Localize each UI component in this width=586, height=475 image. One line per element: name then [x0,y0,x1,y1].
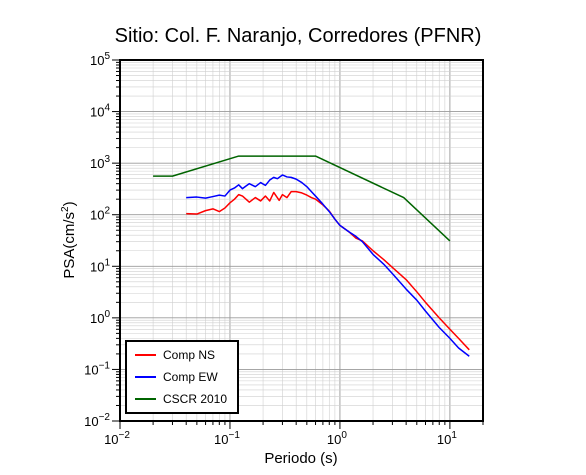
y-tick-base: 10 [84,362,98,377]
y-tick-label: 105 [90,51,110,68]
x-tick-label: 10−2 [104,430,130,447]
series-lines [153,155,470,357]
y-tick-label: 100 [90,309,110,326]
y-axis-label-close: ) [61,201,78,206]
series-line-comp-ew [186,174,470,357]
x-tick-label: 10−1 [214,430,240,447]
y-tick-label: 101 [90,257,110,274]
y-tick-label: 103 [90,154,110,171]
x-tick-labels: 10−2 10−1 100 101 [104,430,457,447]
y-tick-base: 10 [84,414,98,429]
y-tick-exponent: 3 [104,154,110,165]
legend: Comp NS Comp EW CSCR 2010 [125,340,239,414]
y-tick-base: 10 [90,259,104,274]
y-axis-label-text: PSA(cm/s [61,212,78,279]
x-tick-base: 10 [214,432,228,447]
y-tick-base: 10 [90,156,104,171]
y-tick-exponent: 5 [104,51,110,62]
x-tick-exponent: 1 [451,430,457,441]
y-tick-label: 10−1 [84,360,110,377]
y-tick-label: 10−2 [84,412,110,429]
y-tick-exponent: 4 [104,103,110,114]
x-tick-exponent: 0 [341,430,347,441]
x-tick-label: 101 [437,430,457,447]
y-tick-label: 102 [90,206,110,223]
x-tick-base: 10 [104,432,118,447]
y-tick-base: 10 [90,53,104,68]
x-tick-exponent: −2 [119,430,131,441]
y-tick-exponent: 0 [104,309,110,320]
y-tick-base: 10 [90,311,104,326]
x-tick-exponent: −1 [228,430,240,441]
y-tick-base: 10 [90,105,104,120]
y-tick-exponent: 2 [104,206,110,217]
y-tick-exponent: 1 [104,257,110,268]
x-tick-base: 10 [437,432,451,447]
chart-title: Sitio: Col. F. Naranjo, Corredores (PFNR… [115,25,482,47]
y-axis-label-sup: 2 [60,206,71,212]
axis-ticks [112,59,484,429]
grid [119,59,484,422]
x-axis-label: Periodo (s) [264,450,337,467]
x-tick-base: 10 [327,432,341,447]
y-tick-exponent: −1 [99,360,111,371]
x-tick-label: 100 [327,430,347,447]
y-tick-exponent: −2 [99,412,111,423]
series-line-cscr-2010 [153,155,451,242]
y-tick-base: 10 [90,208,104,223]
y-tick-label: 104 [90,103,110,120]
y-axis-label: PSA(cm/s2) [60,201,78,278]
legend-label-comp-ns: Comp NS [163,348,215,362]
series-line-comp-ns [186,190,470,351]
legend-label-cscr-2010: CSCR 2010 [163,392,227,406]
plot-frame [119,59,484,422]
legend-label-comp-ew: Comp EW [163,370,218,384]
